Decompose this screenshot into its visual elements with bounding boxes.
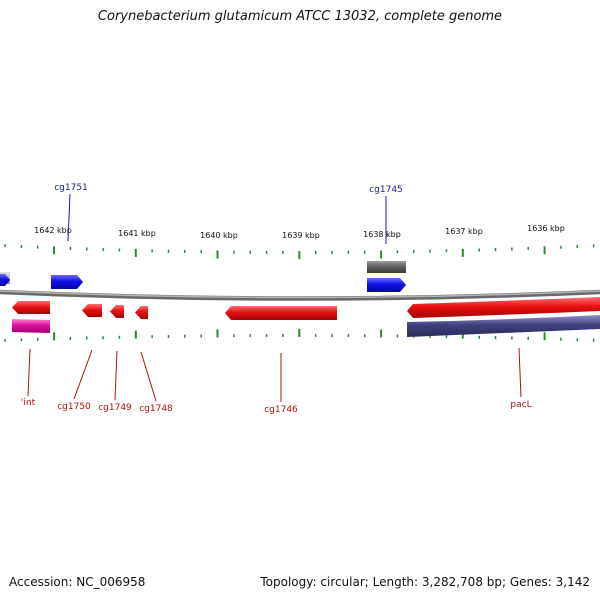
- leader-pacL: [518, 347, 522, 398]
- gene-label-cg1748[interactable]: cg1748: [139, 404, 173, 414]
- gene-label-cg1750[interactable]: cg1750: [57, 402, 91, 412]
- ruler-ticks-bottom: [4, 329, 595, 342]
- kbp-label-1638: 1638 kbp: [363, 230, 401, 239]
- genome-backbone: [0, 289, 600, 301]
- gene-label-cg1746[interactable]: cg1746: [264, 405, 298, 415]
- kbp-label-1640: 1640 kbp: [200, 231, 238, 240]
- gene-cg1745[interactable]: [367, 278, 406, 292]
- gene-int-pseudo[interactable]: [12, 319, 50, 333]
- gene-cg1751[interactable]: [51, 275, 83, 289]
- kbp-label-1639: 1639 kbp: [282, 231, 320, 240]
- gene-int-upper[interactable]: [12, 301, 50, 314]
- accession-text: Accession: NC_006958: [9, 575, 146, 589]
- kbp-label-1637: 1637 kbp: [445, 227, 483, 236]
- gene-label-pacL[interactable]: pacL: [510, 400, 531, 410]
- leader-cg1750: [73, 349, 93, 400]
- gene-cg1749[interactable]: [110, 305, 124, 318]
- gene-label-cg1749[interactable]: cg1749: [98, 403, 132, 413]
- leader-cg1748: [140, 351, 157, 402]
- gene-cg1746[interactable]: [225, 306, 337, 320]
- genome-summary-text: Topology: circular; Length: 3,282,708 bp…: [260, 575, 590, 589]
- gene-pacL-neighbor[interactable]: [407, 315, 600, 337]
- kbp-label-1641: 1641 kbp: [118, 229, 156, 238]
- kbp-label-1636: 1636 kbp: [527, 224, 565, 233]
- ruler-ticks-top: [4, 244, 595, 259]
- genome-backbone-highlight: [0, 290, 600, 299]
- gene-cg1750[interactable]: [82, 304, 102, 317]
- gene-feature-edge-blue[interactable]: [0, 274, 10, 286]
- gene-pacL[interactable]: [407, 297, 600, 318]
- gene-label-int[interactable]: 'int: [21, 398, 36, 408]
- leader-cg1751: [67, 193, 71, 242]
- gene-cg1748[interactable]: [135, 306, 148, 319]
- map-title: Corynebacterium glutamicum ATCC 13032, c…: [97, 9, 503, 24]
- kbp-label-1642: 1642 kbp: [34, 226, 72, 235]
- gene-label-cg1751[interactable]: cg1751: [54, 183, 88, 193]
- leader-cg1749: [114, 350, 118, 401]
- gene-label-cg1745[interactable]: cg1745: [369, 185, 403, 195]
- leader-int: [27, 348, 31, 397]
- gene-cg1745-neighbor[interactable]: [367, 261, 406, 273]
